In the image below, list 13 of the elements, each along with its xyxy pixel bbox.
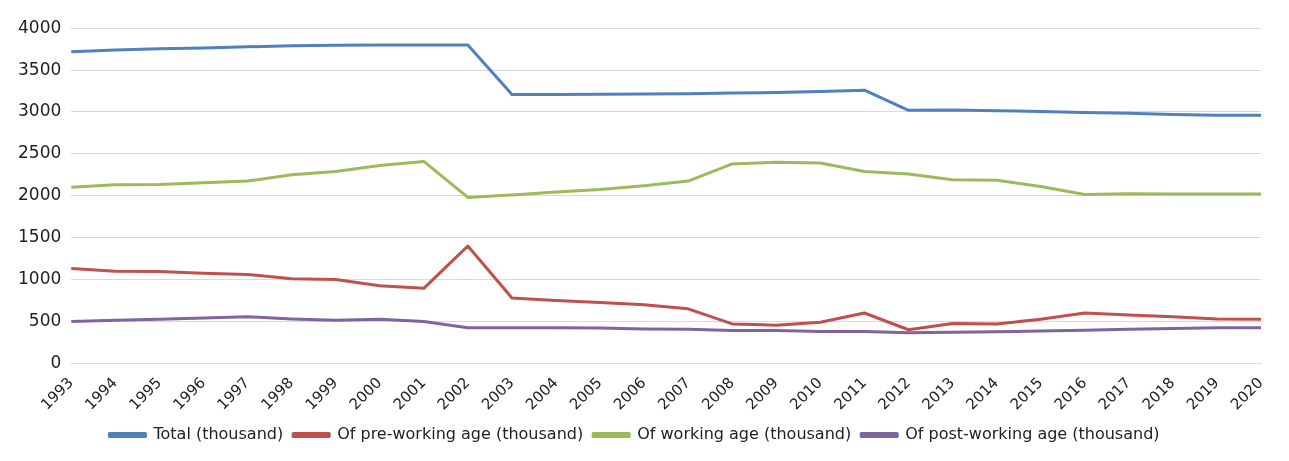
y-tick-label: 2000 bbox=[18, 184, 62, 205]
legend-label: Of post-working age (thousand) bbox=[905, 424, 1160, 444]
y-tick-label: 0 bbox=[50, 351, 62, 372]
y-tick-label: 1500 bbox=[18, 226, 62, 247]
legend-label: Of pre-working age (thousand) bbox=[337, 424, 584, 444]
legend-label: Of working age (thousand) bbox=[637, 424, 852, 444]
legend-label: Total (thousand) bbox=[152, 424, 284, 444]
y-tick-label: 3000 bbox=[18, 100, 62, 121]
y-tick-label: 4000 bbox=[18, 16, 62, 37]
y-tick-label: 1000 bbox=[18, 267, 62, 288]
y-tick-label: 3500 bbox=[18, 58, 62, 79]
y-tick-label: 2500 bbox=[18, 142, 62, 163]
y-tick-label: 500 bbox=[28, 309, 62, 330]
